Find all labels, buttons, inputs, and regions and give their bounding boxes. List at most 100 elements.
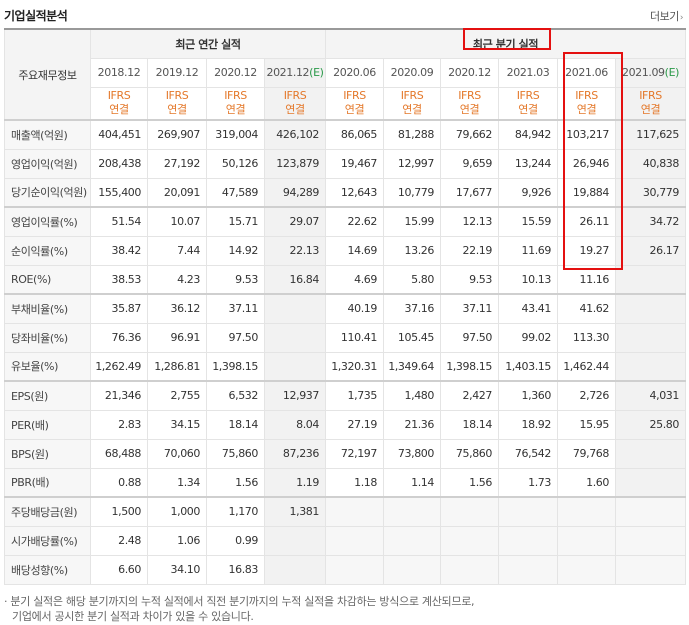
table-cell: 40,838	[615, 148, 686, 179]
table-row: 당기순이익(억원) 155,400 20,091 47,589 94,289 12,643…	[4, 177, 686, 208]
table-cell	[440, 525, 499, 556]
table-cell: 12,643	[325, 177, 384, 208]
accounting-standard: IFRS 연결	[440, 86, 499, 121]
accounting-standard: IFRS 연결	[264, 86, 326, 121]
table-cell: 19,884	[557, 177, 616, 208]
table-cell: 41.62	[557, 293, 616, 324]
table-cell: 68,488	[90, 438, 148, 469]
table-cell: 8.04	[264, 409, 326, 440]
accounting-standard: IFRS 연결	[90, 86, 148, 121]
table-cell: 17,677	[440, 177, 499, 208]
table-cell: 123,879	[264, 148, 326, 179]
table-cell: 4,031	[615, 380, 686, 411]
table-cell	[264, 525, 326, 556]
table-cell: 1,000	[147, 496, 207, 527]
standard-consolidated: 연결	[285, 103, 305, 117]
table-cell: 1,349.64	[383, 351, 441, 382]
table-row: ROE(%) 38.53 4.23 9.53 16.84 4.69 5.80 9.53 10.1…	[4, 264, 686, 295]
table-cell: 27.19	[325, 409, 384, 440]
period-header: 2021.06	[557, 57, 616, 88]
table-cell: 94,289	[264, 177, 326, 208]
table-cell	[557, 554, 616, 585]
table-cell	[557, 525, 616, 556]
table-cell: 40.19	[325, 293, 384, 324]
table-cell: 110.41	[325, 322, 384, 353]
table-cell: 25.80	[615, 409, 686, 440]
row-label: 유보율(%)	[4, 351, 91, 382]
row-label: BPS(원)	[4, 438, 91, 469]
standard-ifrs: IFRS	[400, 89, 424, 103]
table-cell: 97.50	[206, 322, 265, 353]
table-cell	[615, 351, 686, 382]
table-cell: 404,451	[90, 119, 148, 150]
table-cell: 79,768	[557, 438, 616, 469]
table-cell	[440, 554, 499, 585]
table-cell: 12,937	[264, 380, 326, 411]
period-header: 2020.06	[325, 57, 384, 88]
standard-consolidated: 연결	[225, 103, 246, 117]
accounting-standard: IFRS 연결	[615, 86, 686, 121]
row-label: 부채비율(%)	[4, 293, 91, 324]
table-cell: 97.50	[440, 322, 499, 353]
standard-consolidated: 연결	[167, 103, 187, 117]
table-cell	[264, 554, 326, 585]
table-cell: 19,467	[325, 148, 384, 179]
table-cell: 22.13	[264, 235, 326, 266]
table-cell: 1.14	[383, 467, 441, 498]
table-cell	[615, 264, 686, 295]
table-cell: 6.60	[90, 554, 148, 585]
standard-consolidated: 연결	[402, 103, 422, 117]
table-cell: 21,346	[90, 380, 148, 411]
table-cell: 37.11	[206, 293, 265, 324]
table-cell: 76,542	[498, 438, 558, 469]
standard-ifrs: IFRS	[639, 89, 662, 103]
table-cell: 426,102	[264, 119, 326, 150]
table-cell: 15.99	[383, 206, 441, 237]
table-cell: 1,398.15	[206, 351, 265, 382]
table-cell: 73,800	[383, 438, 441, 469]
table-cell: 6,532	[206, 380, 265, 411]
table-row: 유보율(%) 1,262.49 1,286.81 1,398.15 1,320.31 1,…	[4, 351, 686, 382]
table-cell	[615, 467, 686, 498]
table-cell	[557, 496, 616, 527]
table-cell: 84,942	[498, 119, 558, 150]
table-cell: 1,381	[264, 496, 326, 527]
footnote: · 분기 실적은 해당 분기까지의 누적 실적에서 직전 분기까지의 누적 실적…	[4, 594, 475, 624]
row-label: 영업이익(억원)	[4, 148, 91, 179]
table-cell	[615, 525, 686, 556]
estimate-mark: (E)	[664, 66, 680, 79]
table-cell: 50,126	[206, 148, 265, 179]
table-cell: 4.23	[147, 264, 207, 295]
table-cell: 105.45	[383, 322, 441, 353]
table-cell: 1,262.49	[90, 351, 148, 382]
table-row: BPS(원) 68,488 70,060 75,860 87,236 72,197 73,8…	[4, 438, 686, 469]
table-row: PER(배) 2.83 34.15 18.14 8.04 27.19 21.36 18.14 1…	[4, 409, 686, 440]
table-cell: 9,659	[440, 148, 499, 179]
standard-ifrs: IFRS	[283, 89, 307, 103]
period-header: 2018.12	[90, 57, 148, 88]
table-cell: 26.17	[615, 235, 686, 266]
row-label: 영업이익률(%)	[4, 206, 91, 237]
table-cell	[264, 293, 326, 324]
row-label: 순이익률(%)	[4, 235, 91, 266]
table-cell	[264, 351, 326, 382]
table-cell: 15.95	[557, 409, 616, 440]
table-cell: 5.80	[383, 264, 441, 295]
table-cell: 9.53	[440, 264, 499, 295]
table-row: 시가배당률(%) 2.48 1.06 0.99	[4, 525, 686, 556]
table-cell: 2,427	[440, 380, 499, 411]
row-label: ROE(%)	[4, 264, 91, 295]
highlight-box-2021-06	[563, 52, 623, 270]
table-cell: 27,192	[147, 148, 207, 179]
table-cell	[383, 496, 441, 527]
table-cell: 26,946	[557, 148, 616, 179]
table-cell: 79,662	[440, 119, 499, 150]
table-cell: 96.91	[147, 322, 207, 353]
estimate-mark: (E)	[309, 66, 324, 79]
table-cell: 76.36	[90, 322, 148, 353]
table-cell: 86,065	[325, 119, 384, 150]
row-label-header: 주요재무정보	[4, 28, 91, 121]
table-cell: 1.18	[325, 467, 384, 498]
table-cell: 1.19	[264, 467, 326, 498]
more-link[interactable]: 더보기›	[650, 8, 684, 24]
